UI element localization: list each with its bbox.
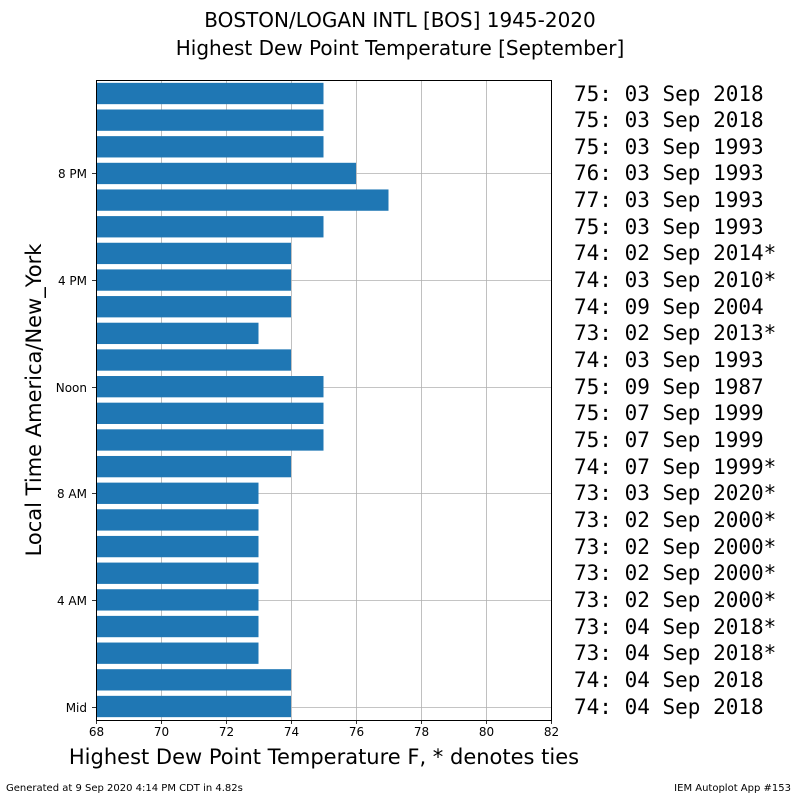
annotation-hour-13: 74: 03 Sep 1993 xyxy=(574,348,764,373)
bar-hour-17 xyxy=(96,242,291,265)
bar-hour-5 xyxy=(96,562,259,584)
annotation-hour-22: 75: 03 Sep 2018 xyxy=(574,108,764,133)
annotation-hour-7: 73: 02 Sep 2000* xyxy=(574,507,777,532)
annotation-hour-11: 75: 07 Sep 1999 xyxy=(574,401,764,426)
annotation-hour-8: 73: 03 Sep 2020* xyxy=(574,481,777,506)
y-tick-label: 4 PM xyxy=(58,274,87,288)
annotation-hour-23: 75: 03 Sep 2018 xyxy=(574,81,764,106)
x-tick-label: 82 xyxy=(544,725,559,739)
bar-hour-14 xyxy=(96,322,259,345)
bar-hour-22 xyxy=(96,109,324,131)
annotation-hour-2: 73: 04 Sep 2018* xyxy=(574,641,777,666)
bar-hour-16 xyxy=(96,269,291,291)
y-tick-label: Mid xyxy=(66,701,87,715)
x-tick-label: 70 xyxy=(154,725,169,739)
x-tick-label: 78 xyxy=(414,725,429,739)
annotation-hour-14: 73: 02 Sep 2013* xyxy=(574,321,777,346)
bar-hour-6 xyxy=(96,535,259,558)
bar-hour-20 xyxy=(96,162,356,185)
footer-generated: Generated at 9 Sep 2020 4:14 PM CDT in 4… xyxy=(6,783,243,794)
bar-hour-9 xyxy=(96,455,291,478)
annotation-hour-1: 74: 04 Sep 2018 xyxy=(574,667,764,692)
bars xyxy=(96,82,389,718)
annotation-hour-20: 76: 03 Sep 1993 xyxy=(574,161,764,186)
annotation-hour-5: 73: 02 Sep 2000* xyxy=(574,561,777,586)
annotation-hour-4: 73: 02 Sep 2000* xyxy=(574,587,777,612)
annotation-hour-0: 74: 04 Sep 2018 xyxy=(574,694,764,719)
annotation-hour-15: 74: 09 Sep 2004 xyxy=(574,294,764,319)
y-tick-label: Noon xyxy=(56,381,87,395)
x-tick-label: 68 xyxy=(89,725,104,739)
y-tick-label: 8 PM xyxy=(58,167,87,181)
annotation-hour-19: 77: 03 Sep 1993 xyxy=(574,188,764,213)
x-tick-label: 74 xyxy=(284,725,299,739)
footer-app: IEM Autoplot App #153 xyxy=(674,783,791,794)
bar-hour-23 xyxy=(96,82,324,105)
chart-title: BOSTON/LOGAN INTL [BOS] 1945-2020 xyxy=(204,8,596,32)
annotation-hour-3: 73: 04 Sep 2018* xyxy=(574,614,777,639)
annotation-hour-10: 75: 07 Sep 1999 xyxy=(574,427,764,452)
bar-hour-4 xyxy=(96,589,259,611)
annotation-hour-16: 74: 03 Sep 2010* xyxy=(574,268,777,293)
bar-hour-1 xyxy=(96,669,291,691)
x-tick-label: 76 xyxy=(349,725,364,739)
bar-hour-12 xyxy=(96,376,324,398)
chart-subtitle: Highest Dew Point Temperature [September… xyxy=(175,36,625,60)
bar-hour-0 xyxy=(96,695,291,718)
bar-hour-10 xyxy=(96,429,324,451)
bar-hour-8 xyxy=(96,482,259,504)
bar-hour-3 xyxy=(96,615,259,638)
bar-hour-15 xyxy=(96,296,291,318)
annotation-hour-18: 75: 03 Sep 1993 xyxy=(574,214,764,239)
annotation-hour-6: 73: 02 Sep 2000* xyxy=(574,534,777,559)
x-axis-label: Highest Dew Point Temperature F, * denot… xyxy=(68,745,580,769)
annotation-hour-9: 74: 07 Sep 1999* xyxy=(574,454,777,479)
x-tick-label: 72 xyxy=(219,725,234,739)
bar-hour-2 xyxy=(96,642,259,664)
bar-hour-13 xyxy=(96,349,291,371)
bar-hour-7 xyxy=(96,509,259,531)
annotation-hour-21: 75: 03 Sep 1993 xyxy=(574,134,764,159)
annotation-hour-12: 75: 09 Sep 1987 xyxy=(574,374,764,399)
bar-hour-11 xyxy=(96,402,324,424)
y-axis-ticks: Mid 4 AM 8 AM Noon 4 PM 8 PM xyxy=(56,167,96,715)
plot-frame xyxy=(96,80,552,721)
x-tick-label: 80 xyxy=(479,725,494,739)
bar-hour-18 xyxy=(96,216,324,238)
annotation-hour-17: 74: 02 Sep 2014* xyxy=(574,241,777,266)
y-axis-label: Local Time America/New_York xyxy=(22,243,46,557)
y-tick-label: 8 AM xyxy=(57,487,87,501)
bar-hour-19 xyxy=(96,189,389,211)
y-tick-label: 4 AM xyxy=(57,594,87,608)
x-axis-ticks: 68 70 72 74 76 78 80 82 xyxy=(89,720,559,739)
bar-hour-21 xyxy=(96,136,324,158)
